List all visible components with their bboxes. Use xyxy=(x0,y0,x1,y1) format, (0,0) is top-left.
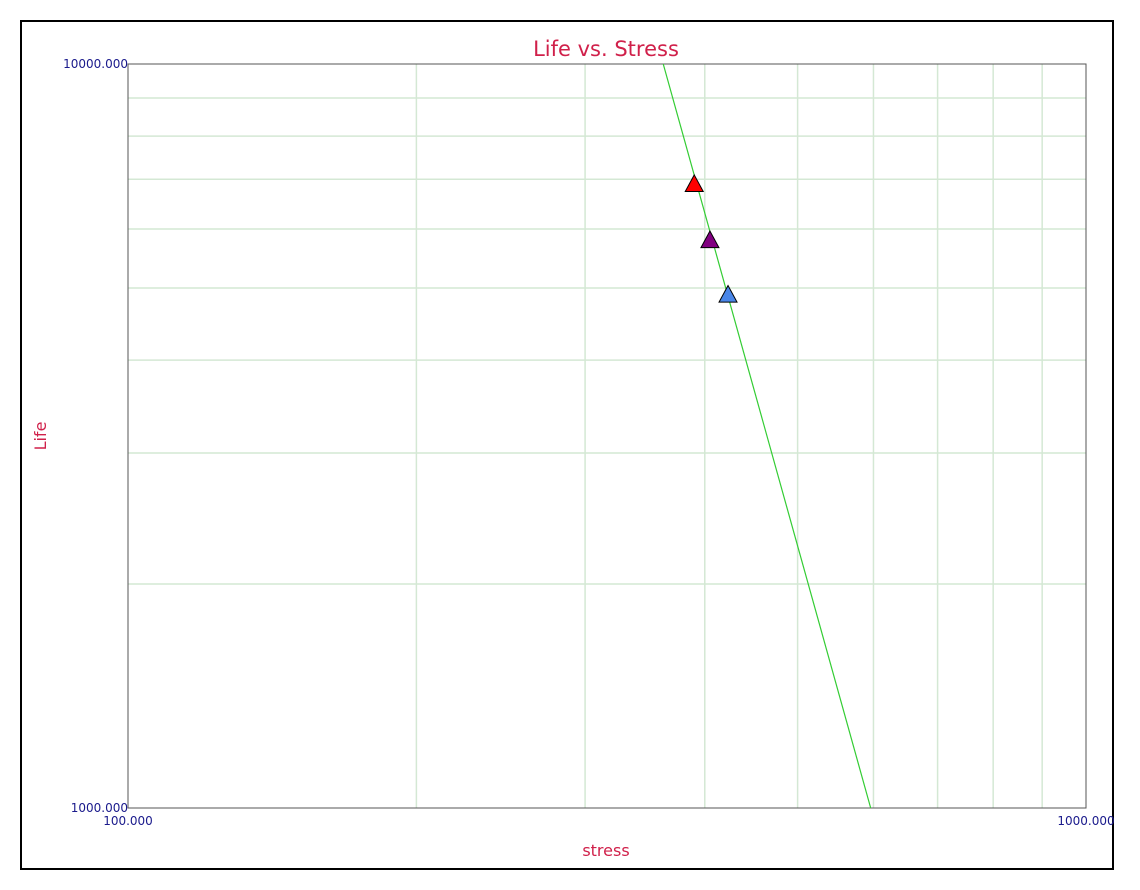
y-axis-title: Life xyxy=(31,422,50,451)
data-point-3 xyxy=(718,284,738,303)
data-point-1 xyxy=(684,173,705,193)
x-tick-label: 100.000 xyxy=(103,814,153,828)
data-point-2 xyxy=(700,229,720,249)
x-tick-label: 1000.000 xyxy=(1057,814,1114,828)
grid-lines xyxy=(128,64,1086,808)
plot-area-border xyxy=(127,63,1087,809)
chart-title: Life vs. Stress xyxy=(533,37,679,61)
data-points xyxy=(684,173,738,303)
x-axis-title: stress xyxy=(582,841,629,860)
chart-frame xyxy=(20,20,1114,870)
y-tick-label: 10000.000 xyxy=(63,57,128,71)
y-tick-label: 1000.000 xyxy=(71,801,128,815)
